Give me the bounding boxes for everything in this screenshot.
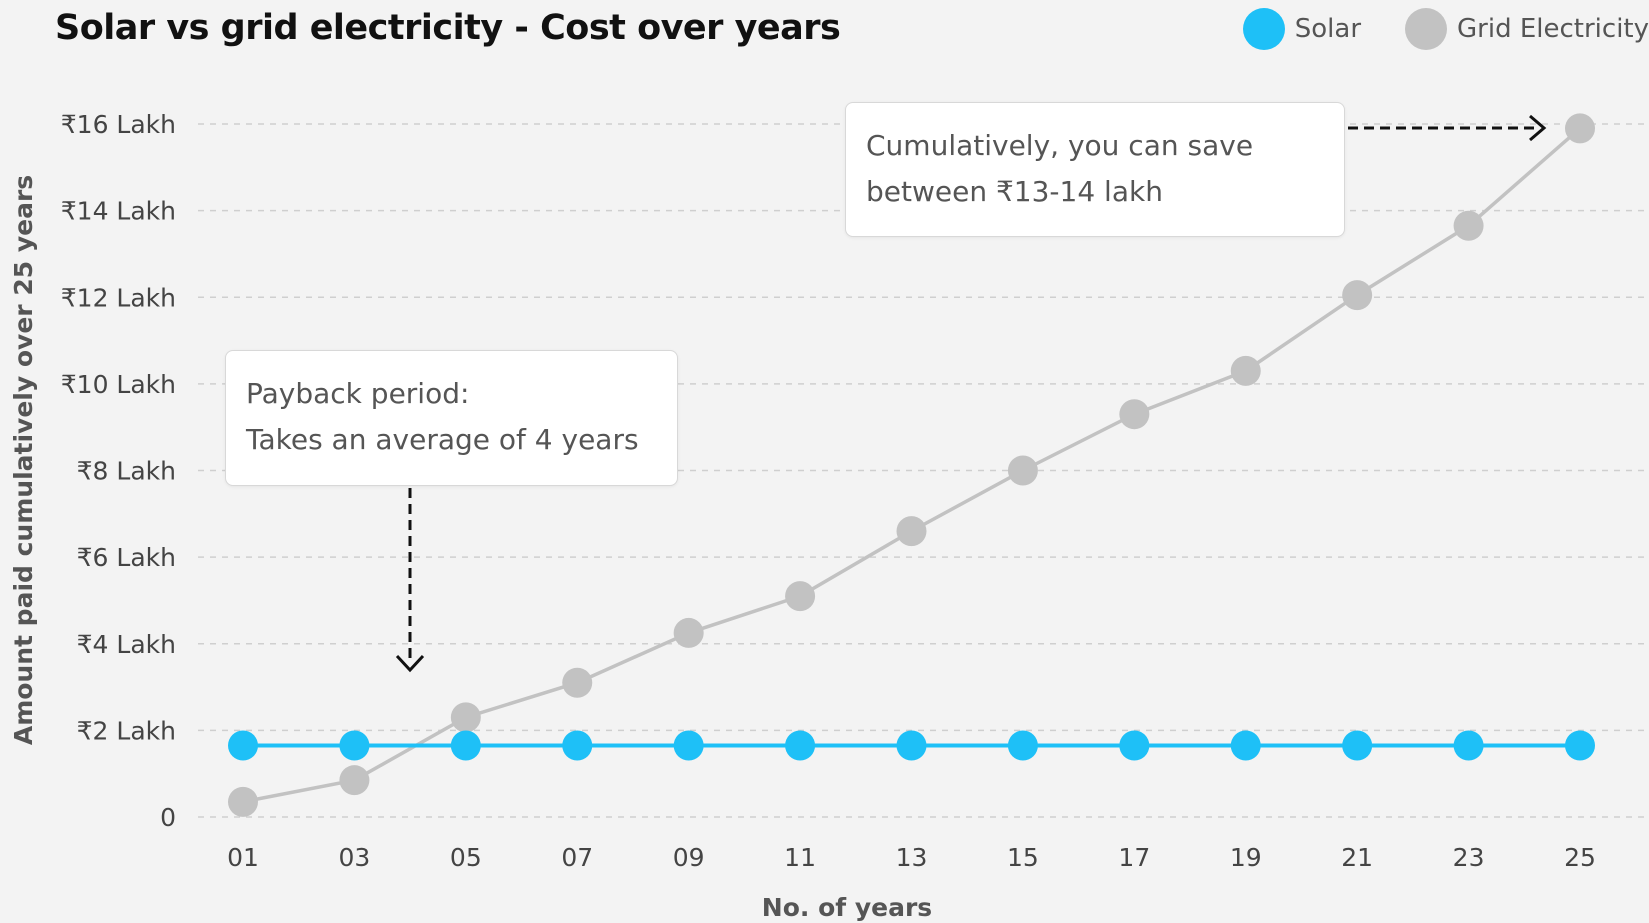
- series-solar: [228, 730, 1595, 761]
- savings-annotation: Cumulatively, you can save between ₹13-1…: [845, 102, 1345, 237]
- legend-swatch-solar: [1242, 8, 1285, 50]
- x-tick-label: 01: [227, 843, 259, 872]
- x-tick-label: 03: [339, 843, 371, 872]
- annotation-arrows: [395, 114, 1547, 673]
- legend-label-solar: Solar: [1294, 14, 1362, 44]
- series-grid-electricity: [228, 113, 1595, 817]
- x-tick-label: 05: [450, 843, 482, 872]
- x-tick-label: 23: [1453, 843, 1485, 872]
- data-point-grid-electricity: [1119, 399, 1150, 430]
- data-point-grid-electricity: [1342, 280, 1373, 311]
- chart-title: Solar vs grid electricity - Cost over ye…: [55, 8, 841, 48]
- data-point-grid-electricity: [673, 617, 704, 648]
- x-tick-labels: 01 03 05 07 09 11 13 15 17 19 21 23 25: [227, 843, 1596, 872]
- x-tick-label: 19: [1230, 843, 1262, 872]
- y-tick-label: ₹14 Lakh: [61, 197, 176, 226]
- data-point-solar: [1342, 730, 1373, 761]
- y-tick-label: ₹4 Lakh: [77, 630, 176, 659]
- data-point-grid-electricity: [1007, 455, 1038, 486]
- data-point-solar: [450, 730, 481, 761]
- savings-arrow-head: [1529, 114, 1547, 142]
- x-tick-label: 13: [896, 843, 928, 872]
- data-point-grid-electricity: [562, 667, 593, 698]
- y-tick-label: ₹2 Lakh: [77, 716, 176, 745]
- data-point-grid-electricity: [1453, 210, 1484, 241]
- payback-annotation-line-2: Takes an average of 4 years: [246, 423, 639, 456]
- legend-item-solar: Solar: [1242, 8, 1362, 50]
- x-tick-label: 07: [561, 843, 593, 872]
- y-tick-label: ₹10 Lakh: [61, 370, 176, 399]
- y-tick-label: ₹16 Lakh: [61, 110, 176, 139]
- x-tick-label: 25: [1564, 843, 1596, 872]
- data-point-grid-electricity: [228, 786, 258, 817]
- data-point-solar: [339, 730, 370, 761]
- data-point-solar: [1119, 730, 1150, 761]
- x-tick-label: 15: [1007, 843, 1039, 872]
- series-layer: [228, 113, 1595, 817]
- y-tick-label: ₹12 Lakh: [61, 283, 176, 312]
- payback-annotation: Payback period: Takes an average of 4 ye…: [225, 350, 678, 486]
- x-tick-label: 17: [1118, 843, 1150, 872]
- payback-arrow-head: [395, 654, 425, 673]
- data-point-solar: [1007, 730, 1038, 761]
- savings-annotation-line-2: between ₹13-14 lakh: [866, 175, 1163, 208]
- x-tick-label: 11: [784, 843, 816, 872]
- data-point-grid-electricity: [785, 581, 816, 612]
- payback-annotation-line-1: Payback period:: [246, 377, 470, 410]
- y-tick-label: ₹8 Lakh: [77, 457, 176, 486]
- legend: Solar Grid Electricity: [1199, 8, 1649, 50]
- data-point-solar: [785, 730, 816, 761]
- y-tick-label: 0: [160, 803, 176, 832]
- data-point-grid-electricity: [1565, 113, 1595, 144]
- legend-swatch-grid: [1405, 8, 1448, 50]
- legend-label-grid: Grid Electricity: [1457, 14, 1649, 44]
- data-point-solar: [896, 730, 927, 761]
- y-tick-label: ₹6 Lakh: [77, 543, 176, 572]
- data-point-solar: [228, 730, 258, 761]
- data-point-solar: [1453, 730, 1484, 761]
- y-axis-title: Amount paid cumulatively over 25 years: [9, 175, 38, 745]
- data-point-grid-electricity: [339, 765, 370, 796]
- data-point-grid-electricity: [1230, 355, 1261, 386]
- x-tick-label: 09: [673, 843, 705, 872]
- data-point-grid-electricity: [450, 702, 481, 733]
- data-point-solar: [673, 730, 704, 761]
- data-point-solar: [1230, 730, 1261, 761]
- x-axis-title: No. of years: [762, 893, 932, 922]
- legend-item-grid: Grid Electricity: [1405, 8, 1649, 50]
- savings-annotation-line-1: Cumulatively, you can save: [866, 129, 1254, 162]
- x-tick-label: 21: [1341, 843, 1373, 872]
- data-point-solar: [562, 730, 593, 761]
- data-point-grid-electricity: [896, 516, 927, 547]
- data-point-solar: [1565, 730, 1595, 761]
- y-tick-labels: 0 ₹2 Lakh ₹4 Lakh ₹6 Lakh ₹8 Lakh ₹10 Lakh ₹12…: [61, 110, 176, 832]
